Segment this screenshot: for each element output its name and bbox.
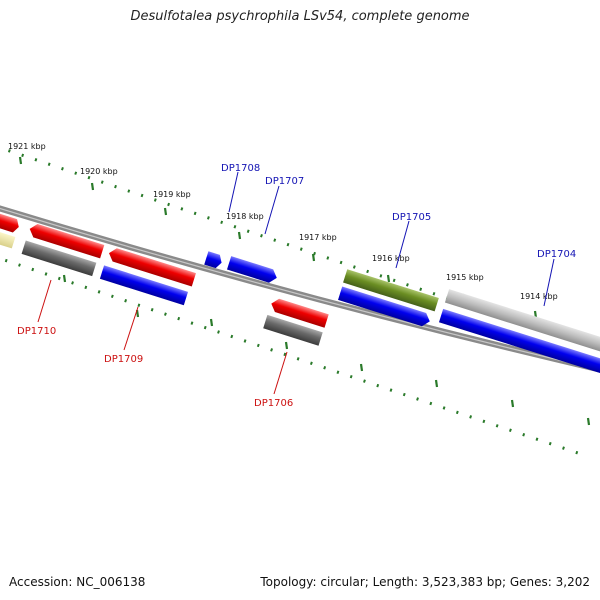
gene-label[interactable]: DP1708 — [221, 163, 260, 174]
gene-label[interactable]: DP1707 — [265, 176, 304, 187]
gene-reverse-gray[interactable] — [263, 314, 323, 346]
gene-label[interactable]: DP1704 — [537, 249, 576, 260]
gene-forward-blue[interactable] — [227, 256, 279, 284]
accession-label: Accession: NC_006138 — [9, 575, 146, 589]
gene-forward-red[interactable] — [28, 222, 105, 259]
genome-backbone — [0, 205, 600, 373]
gene-label[interactable]: DP1706 — [254, 398, 293, 409]
scale-label: 1919 kbp — [153, 190, 191, 199]
scale-label: 1921 kbp — [8, 142, 46, 151]
gene-label[interactable]: DP1710 — [17, 326, 56, 337]
forward-strand-genes — [0, 211, 600, 354]
scale-label: 1916 kbp — [372, 254, 410, 263]
gene-reverse-yellow[interactable] — [0, 229, 16, 249]
scale-label: 1918 kbp — [226, 212, 264, 221]
gene-reverse-red[interactable] — [269, 297, 329, 328]
red-leader-lines — [37, 279, 288, 395]
inner-tick-row — [0, 249, 586, 457]
topology-label: Topology: circular; Length: 3,523,383 bp… — [260, 575, 590, 589]
gene-label[interactable]: DP1705 — [392, 212, 431, 223]
gene-forward-blue[interactable] — [204, 251, 223, 269]
gene-forward-red[interactable] — [107, 246, 196, 287]
blue-leader-lines — [228, 171, 555, 307]
gene-forward-light-gray[interactable] — [444, 289, 600, 354]
outer-tick-row — [0, 131, 600, 358]
scale-label: 1917 kbp — [299, 233, 337, 242]
scale-label: 1914 kbp — [520, 292, 558, 301]
map-title: Desulfotalea psychrophila LSv54, complet… — [130, 9, 470, 24]
gene-labels: DP1708 DP1707 DP1705 DP1704 DP1710 DP170… — [17, 163, 576, 409]
scale-labels: 1921 kbp 1920 kbp 1919 kbp 1918 kbp 1917… — [8, 142, 558, 301]
gene-reverse-blue[interactable] — [438, 308, 600, 375]
gene-reverse-gray[interactable] — [21, 240, 97, 277]
gene-reverse-blue[interactable] — [338, 286, 432, 328]
gene-label[interactable]: DP1709 — [104, 354, 143, 365]
gene-reverse-blue[interactable] — [99, 265, 189, 306]
gene-forward-olive[interactable] — [343, 269, 439, 312]
scale-label: 1920 kbp — [80, 167, 118, 176]
reverse-strand-genes — [0, 229, 600, 375]
gene-forward-red[interactable] — [0, 211, 21, 233]
scale-label: 1915 kbp — [446, 273, 484, 282]
